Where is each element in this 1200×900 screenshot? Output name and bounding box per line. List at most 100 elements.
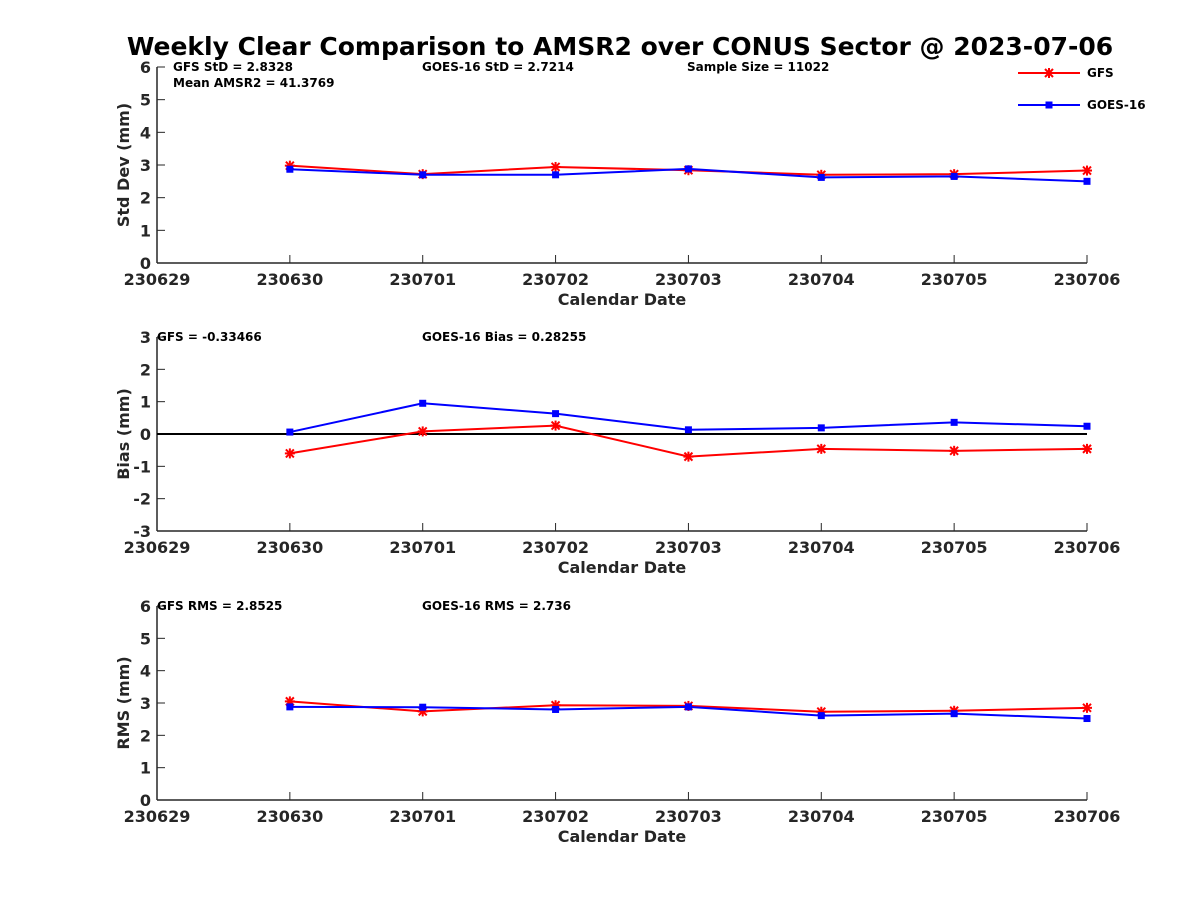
legend-marker-goes16 [1045,101,1053,109]
data-point-goes-16 [552,171,560,179]
y-tick-label: 0 [140,254,151,273]
x-tick-label: 230705 [921,807,988,826]
y-tick-label: 5 [140,629,151,648]
legend-label-gfs: GFS [1087,66,1114,80]
annotation-goes-16-std: GOES-16 StD = 2.7214 [422,60,574,74]
annotation-goes-16-rms: GOES-16 RMS = 2.736 [422,599,571,613]
x-tick-label: 230704 [788,538,855,557]
series-goes-16 [286,399,1091,436]
y-tick-label: 0 [140,791,151,810]
data-point-gfs [1082,165,1092,176]
x-tick-label: 230629 [124,538,191,557]
x-tick-label: 230702 [522,538,589,557]
x-axis-label: Calendar Date [558,558,687,577]
y-tick-label: 3 [140,156,151,175]
y-tick-label: 1 [140,393,151,412]
y-tick-label: 6 [140,58,151,77]
x-tick-label: 230703 [655,270,722,289]
chart-title: Weekly Clear Comparison to AMSR2 over CO… [127,32,1113,61]
annotation-gfs-std: GFS StD = 2.8328 [173,60,293,74]
data-point-gfs [949,445,960,456]
panel-std: 0 1 2 3 4 5 6 230629 230630 230701 230702 230703 230… [114,58,1120,309]
x-tick-label: 230630 [256,807,323,826]
data-point-goes-16 [817,173,825,181]
legend-entry-gfs: GFS [1018,66,1114,80]
annotation-gfs-rms: GFS RMS = 2.8525 [157,599,282,613]
data-point-goes-16 [1083,422,1091,430]
data-point-goes-16 [950,710,958,718]
y-tick-label: -2 [133,490,151,509]
y-tick-label: 4 [140,123,151,142]
x-tick-label: 230702 [522,807,589,826]
panel-rms: 0 1 2 3 4 5 6 230629 230630 230701 230702 230703 230… [114,597,1120,846]
annotation-gfs: GFS = -0.33466 [157,330,262,344]
y-tick-label: 5 [140,91,151,110]
data-point-goes-16 [286,165,294,173]
data-point-gfs [550,420,561,431]
data-point-goes-16 [552,705,560,713]
x-tick-label: 230629 [124,807,191,826]
x-tick-label: 230703 [655,538,722,557]
series-goes-16 [286,165,1091,185]
y-axis-label: Std Dev (mm) [114,103,133,227]
legend-marker-gfs [1044,68,1054,78]
y-tick-label: -1 [133,457,151,476]
x-tick-label: 230703 [655,807,722,826]
y-axis-label: RMS (mm) [114,656,133,749]
x-tick-label: 230701 [389,270,456,289]
data-point-goes-16 [552,410,560,418]
x-tick-label: 230702 [522,270,589,289]
data-point-gfs [683,451,694,462]
y-tick-label: 0 [140,425,151,444]
legend-label-goes16: GOES-16 [1087,98,1146,112]
data-point-goes-16 [950,172,958,180]
y-tick-label: 3 [140,328,151,347]
data-point-goes-16 [286,703,294,711]
legend: GFS GOES-16 [1018,66,1146,112]
y-tick-label: 6 [140,597,151,616]
y-tick-label: -3 [133,522,151,541]
x-tick-label: 230706 [1054,270,1121,289]
data-point-gfs [1082,443,1092,454]
x-tick-label: 230705 [921,538,988,557]
data-point-goes-16 [419,703,427,711]
series-gfs [284,420,1092,462]
data-point-gfs [550,161,561,172]
data-point-goes-16 [1083,177,1091,185]
data-point-gfs [1082,702,1092,713]
y-axis-label: Bias (mm) [114,388,133,480]
data-point-gfs [284,448,295,459]
y-tick-label: 4 [140,662,151,681]
legend-entry-goes16: GOES-16 [1018,98,1146,112]
annotation-sample-size: Sample Size = 11022 [687,60,829,74]
x-tick-label: 230701 [389,807,456,826]
data-point-gfs [417,426,428,437]
data-point-goes-16 [817,424,825,432]
x-tick-label: 230630 [256,270,323,289]
data-point-goes-16 [419,171,427,179]
x-tick-label: 230704 [788,807,855,826]
data-point-goes-16 [684,703,692,711]
data-point-goes-16 [1083,715,1091,723]
x-tick-label: 230706 [1054,538,1121,557]
x-tick-label: 230704 [788,270,855,289]
data-point-goes-16 [817,712,825,720]
x-axis-label: Calendar Date [558,827,687,846]
panel-bias: -3 -2 -1 0 1 2 3 230629 230630 230701 230702 230703… [114,328,1120,577]
x-tick-label: 230706 [1054,807,1121,826]
x-tick-label: 230705 [921,270,988,289]
x-tick-label: 230630 [256,538,323,557]
annotation-goes-16-bias: GOES-16 Bias = 0.28255 [422,330,586,344]
y-tick-label: 1 [140,221,151,240]
y-tick-label: 3 [140,694,151,713]
x-tick-label: 230701 [389,538,456,557]
data-point-goes-16 [684,165,692,173]
y-tick-label: 2 [140,726,151,745]
data-point-goes-16 [950,418,958,426]
y-tick-label: 2 [140,189,151,208]
data-point-goes-16 [286,428,294,436]
series-goes-16 [286,703,1091,723]
data-point-goes-16 [419,399,427,407]
